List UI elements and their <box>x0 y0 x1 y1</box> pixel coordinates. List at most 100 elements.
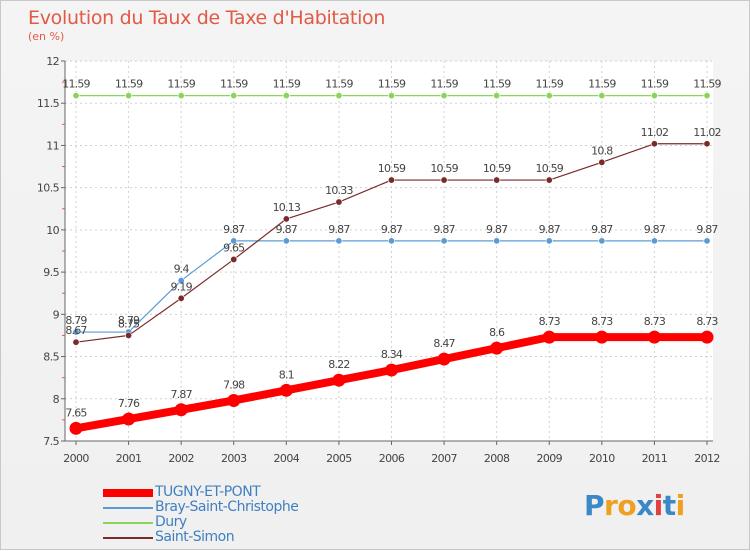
data-label: 9.65 <box>223 241 245 254</box>
data-point <box>545 92 553 100</box>
data-label: 11.59 <box>430 78 458 91</box>
data-label: 8.73 <box>696 315 718 328</box>
data-label: 11.59 <box>378 78 406 91</box>
data-point <box>647 330 661 344</box>
data-point <box>440 176 448 184</box>
data-point <box>493 237 501 245</box>
logo-letter: t <box>662 489 676 522</box>
x-tick-label: 2007 <box>431 452 457 465</box>
data-label: 11.59 <box>115 78 143 91</box>
data-point <box>72 338 80 346</box>
data-point <box>282 237 290 245</box>
data-point <box>177 294 185 302</box>
y-tick-label: 12 <box>46 55 59 68</box>
data-label: 8.73 <box>539 315 561 328</box>
data-point <box>703 92 711 100</box>
data-point <box>177 92 185 100</box>
data-label: 9.87 <box>539 223 561 236</box>
x-tick-label: 2012 <box>694 452 720 465</box>
logo-letter: i <box>653 489 664 522</box>
data-point <box>72 328 80 336</box>
legend-item: Dury <box>103 515 298 530</box>
legend-item: Bray-Saint-Christophe <box>103 499 299 515</box>
data-label: 9.87 <box>328 223 350 236</box>
data-label: 11.59 <box>641 78 669 91</box>
legend-label: Saint-Simon <box>155 529 235 545</box>
legend-swatch <box>103 521 153 524</box>
data-point <box>598 92 606 100</box>
data-point <box>545 237 553 245</box>
data-label: 11.59 <box>62 78 90 91</box>
y-tick-label: 9 <box>53 308 60 321</box>
x-tick-label: 2009 <box>536 452 562 465</box>
data-label: 11.02 <box>641 126 669 139</box>
data-label: 8.75 <box>118 317 140 330</box>
x-tick-label: 2000 <box>63 452 89 465</box>
data-point <box>282 92 290 100</box>
data-label: 9.87 <box>486 223 508 236</box>
data-point <box>387 176 395 184</box>
data-label: 8.79 <box>118 314 140 327</box>
data-label: 8.34 <box>381 348 403 361</box>
x-tick-label: 2003 <box>221 452 247 465</box>
logo-letter: P <box>584 489 605 522</box>
y-tick-label: 11.5 <box>37 97 60 110</box>
legend-swatch <box>103 536 153 539</box>
data-point <box>650 140 658 148</box>
legend-item: TUGNY-ET-PONT <box>103 485 298 500</box>
data-label: 11.59 <box>693 78 721 91</box>
data-label: 8.67 <box>65 324 87 337</box>
x-tick-label: 2002 <box>168 452 194 465</box>
data-point <box>493 176 501 184</box>
data-point <box>335 237 343 245</box>
data-point <box>490 341 504 355</box>
data-label: 11.59 <box>220 78 248 91</box>
data-label: 7.87 <box>171 388 193 401</box>
legend-item: Saint-Simon <box>103 530 298 545</box>
data-label: 9.4 <box>174 263 190 276</box>
data-point <box>227 393 241 407</box>
plot-area <box>65 61 713 441</box>
data-point <box>174 403 188 417</box>
data-point <box>595 330 609 344</box>
data-label: 9.87 <box>591 223 613 236</box>
logo-letter: r <box>604 489 618 522</box>
data-label: 10.33 <box>325 184 353 197</box>
data-label: 8.73 <box>644 315 666 328</box>
chart-title: Evolution du Taux de Taxe d'Habitation <box>28 7 386 29</box>
data-point <box>545 176 553 184</box>
legend-label: TUGNY-ET-PONT <box>155 484 261 500</box>
y-tick-label: 11 <box>46 139 59 152</box>
data-label: 11.59 <box>325 78 353 91</box>
data-point <box>230 92 238 100</box>
chart-legend: TUGNY-ET-PONT Bray-Saint-Christophe Dury Sa… <box>103 485 299 545</box>
data-label: 7.65 <box>65 406 87 419</box>
data-point <box>335 198 343 206</box>
data-label: 8.6 <box>489 326 505 339</box>
data-point <box>703 237 711 245</box>
data-point <box>440 237 448 245</box>
y-tick-label: 8.5 <box>43 351 59 364</box>
data-label: 10.59 <box>536 162 564 175</box>
data-point <box>650 237 658 245</box>
data-point <box>230 255 238 263</box>
data-label: 8.1 <box>279 368 294 381</box>
data-point <box>387 237 395 245</box>
legend-label: Bray-Saint-Christophe <box>155 499 299 515</box>
data-point <box>125 92 133 100</box>
data-label: 11.02 <box>693 126 721 139</box>
data-label: 9.87 <box>644 223 666 236</box>
y-tick-label: 8 <box>53 393 60 406</box>
data-label: 11.59 <box>167 78 195 91</box>
data-label: 10.59 <box>483 162 511 175</box>
x-tick-label: 2011 <box>642 452 668 465</box>
data-point <box>387 92 395 100</box>
data-label: 10.59 <box>430 162 458 175</box>
data-label: 10.8 <box>591 144 613 157</box>
data-point <box>385 363 398 377</box>
data-point <box>700 330 714 344</box>
y-tick-label: 10.5 <box>37 182 60 195</box>
x-tick-label: 2006 <box>379 452 405 465</box>
x-tick-label: 2005 <box>326 452 352 465</box>
data-point <box>177 277 185 285</box>
